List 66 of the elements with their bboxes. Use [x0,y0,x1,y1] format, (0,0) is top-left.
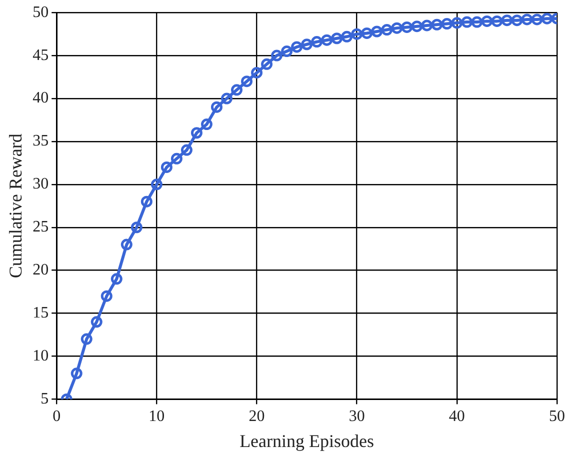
point [481,15,493,27]
point [391,22,403,34]
x-tick-label: 30 [348,408,365,426]
point [220,92,232,104]
point [190,127,202,139]
x-axis-title: Learning Episodes [240,430,374,451]
point [311,36,323,48]
point [541,12,553,24]
point [401,21,413,33]
point [301,38,313,50]
point [251,66,263,78]
point [241,76,252,88]
point [351,28,363,40]
point [160,161,172,173]
point [531,14,543,26]
y-tick-label: 50 [32,4,49,21]
point [291,41,303,53]
point [271,50,283,62]
x-tick-label: 0 [52,408,61,426]
point [261,58,273,70]
point [150,178,162,190]
x-tick-label: 40 [448,408,465,426]
y-tick-label: 45 [32,46,49,64]
point [361,27,373,39]
y-tick-label: 15 [32,304,49,322]
y-tick-label: 10 [32,347,49,364]
point [511,14,523,26]
point [341,30,353,42]
y-axis-title: Cumulative Reward [6,134,26,278]
point [471,16,483,28]
point [210,101,222,113]
point [521,14,533,26]
point [321,34,333,46]
point [491,15,503,27]
x-tick-label: 20 [248,408,265,426]
y-tick-label: 25 [32,218,49,236]
point [411,20,423,32]
point [90,316,102,328]
point [80,333,92,345]
point [371,26,383,38]
y-tick-label: 20 [32,262,49,279]
y-tick-label: 5 [40,390,49,408]
point [120,238,132,250]
y-tick-label: 40 [32,90,49,107]
x-tick-label: 10 [148,408,165,426]
point [230,84,242,96]
point [110,273,122,285]
point [381,24,393,36]
x-tick-label: 50 [549,408,565,426]
point [441,18,453,30]
point [180,144,192,156]
point [431,18,443,30]
point [451,17,463,29]
point [421,20,433,32]
point [200,118,212,130]
point [100,290,112,302]
point [130,222,142,234]
y-tick-label: 35 [32,132,49,150]
point [140,196,152,208]
point [70,368,82,380]
point [331,32,343,44]
point [281,46,293,58]
point [170,152,182,164]
y-tick-label: 30 [32,176,49,193]
point [461,16,473,28]
point [501,14,513,26]
